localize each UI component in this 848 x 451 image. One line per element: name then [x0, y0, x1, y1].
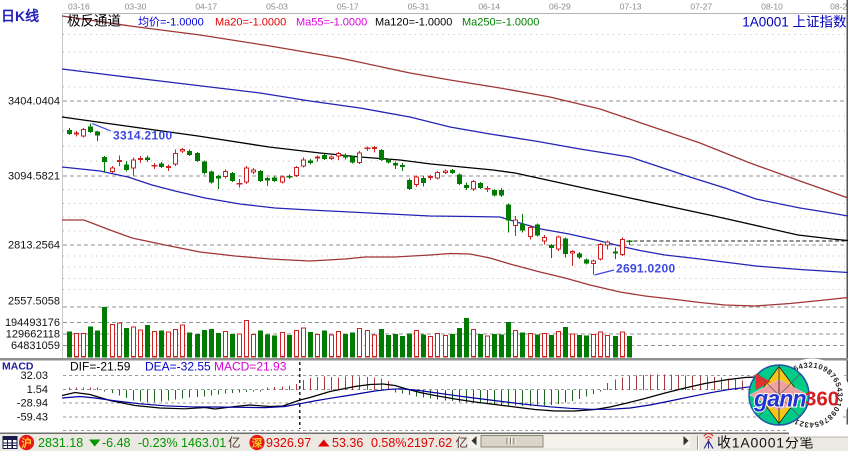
- svg-text:3: 3: [804, 420, 809, 429]
- svg-text:DEA=-32.55: DEA=-32.55: [145, 360, 211, 374]
- svg-text:2: 2: [835, 397, 845, 403]
- svg-text:53.36: 53.36: [332, 436, 363, 450]
- svg-text:2831.18: 2831.18: [38, 436, 83, 450]
- svg-text:6: 6: [831, 376, 841, 384]
- svg-text:08-10: 08-10: [761, 2, 783, 12]
- svg-text:Ma120=-1.0000: Ma120=-1.0000: [375, 17, 452, 29]
- svg-text:3: 3: [835, 392, 844, 396]
- svg-text:沪: 沪: [21, 437, 32, 450]
- svg-text:9: 9: [829, 409, 839, 418]
- svg-text:-6.48: -6.48: [102, 436, 131, 450]
- svg-text:2557.5058: 2557.5058: [8, 296, 60, 308]
- svg-text:1: 1: [793, 417, 801, 427]
- svg-text:06-29: 06-29: [549, 2, 571, 12]
- svg-text:2: 2: [808, 360, 812, 369]
- svg-text:MACD: MACD: [2, 361, 34, 373]
- svg-text:7: 7: [828, 371, 838, 380]
- svg-text:3404.0404: 3404.0404: [8, 96, 60, 108]
- svg-text:05-03: 05-03: [266, 2, 288, 12]
- svg-text:08-24: 08-24: [830, 2, 848, 12]
- svg-text:8: 8: [825, 367, 834, 377]
- svg-text:6: 6: [818, 418, 825, 428]
- svg-text:03-16: 03-16: [68, 2, 90, 12]
- svg-text:03-30: 03-30: [125, 2, 147, 12]
- svg-text:32.03: 32.03: [20, 370, 48, 382]
- svg-text:-0.23%: -0.23%: [138, 436, 178, 450]
- svg-text:Ma250=-1.0000: Ma250=-1.0000: [462, 17, 539, 29]
- svg-text:0: 0: [831, 405, 841, 413]
- svg-text:-59.43: -59.43: [17, 411, 48, 423]
- svg-text:收1A0001分笔: 收1A0001分笔: [717, 435, 814, 451]
- svg-text:2813.2564: 2813.2564: [8, 239, 60, 251]
- svg-text:06-14: 06-14: [478, 2, 500, 12]
- svg-text:极反通道: 极反通道: [67, 14, 121, 29]
- svg-text:8: 8: [826, 413, 835, 422]
- svg-text:-28.94: -28.94: [17, 398, 48, 410]
- svg-text:4: 4: [835, 387, 845, 394]
- svg-text:194493176: 194493176: [5, 317, 60, 329]
- svg-text:2: 2: [798, 419, 804, 429]
- svg-text:0.58%: 0.58%: [371, 436, 406, 450]
- svg-text:Ma20=-1.0000: Ma20=-1.0000: [215, 17, 286, 29]
- svg-text:7: 7: [822, 415, 830, 425]
- svg-text:07-27: 07-27: [690, 2, 712, 12]
- svg-text:日K线: 日K线: [1, 8, 39, 24]
- svg-text:1: 1: [813, 361, 819, 371]
- svg-text:5: 5: [833, 381, 843, 388]
- svg-text:亿: 亿: [228, 435, 241, 450]
- svg-text:05-31: 05-31: [408, 2, 430, 12]
- svg-text:3094.5821: 3094.5821: [8, 171, 60, 183]
- svg-text:2197.62: 2197.62: [407, 436, 452, 450]
- svg-text:5: 5: [814, 419, 820, 429]
- svg-text:3314.2100: 3314.2100: [113, 129, 172, 143]
- svg-text:129662118: 129662118: [6, 329, 60, 341]
- svg-text:3: 3: [803, 361, 808, 370]
- svg-text:1: 1: [834, 401, 844, 408]
- svg-text:gann: gann: [753, 386, 806, 412]
- svg-text:1.54: 1.54: [27, 384, 48, 396]
- svg-text:9: 9: [821, 364, 829, 374]
- svg-text:64831059: 64831059: [11, 340, 60, 352]
- svg-text:Ma55=-1.0000: Ma55=-1.0000: [296, 17, 367, 29]
- svg-text:2691.0200: 2691.0200: [616, 262, 675, 276]
- svg-text:亿: 亿: [456, 435, 469, 450]
- svg-text:05-17: 05-17: [337, 2, 359, 12]
- svg-text:4: 4: [797, 361, 805, 371]
- svg-text:04-17: 04-17: [195, 2, 217, 12]
- svg-text:0: 0: [817, 362, 824, 372]
- svg-text:9326.97: 9326.97: [266, 436, 311, 450]
- svg-text:1A0001 上证指数: 1A0001 上证指数: [742, 15, 847, 30]
- svg-text:MACD=21.93: MACD=21.93: [214, 360, 287, 374]
- svg-text:4: 4: [809, 420, 814, 429]
- svg-text:DIF=-21.59: DIF=-21.59: [70, 360, 131, 374]
- svg-text:1463.01: 1463.01: [181, 436, 226, 450]
- svg-text:360: 360: [805, 388, 839, 411]
- svg-text:5: 5: [792, 364, 800, 374]
- svg-text:均价=-1.0000: 均价=-1.0000: [138, 16, 204, 29]
- svg-text:07-13: 07-13: [620, 2, 642, 12]
- svg-text:深: 深: [252, 437, 263, 450]
